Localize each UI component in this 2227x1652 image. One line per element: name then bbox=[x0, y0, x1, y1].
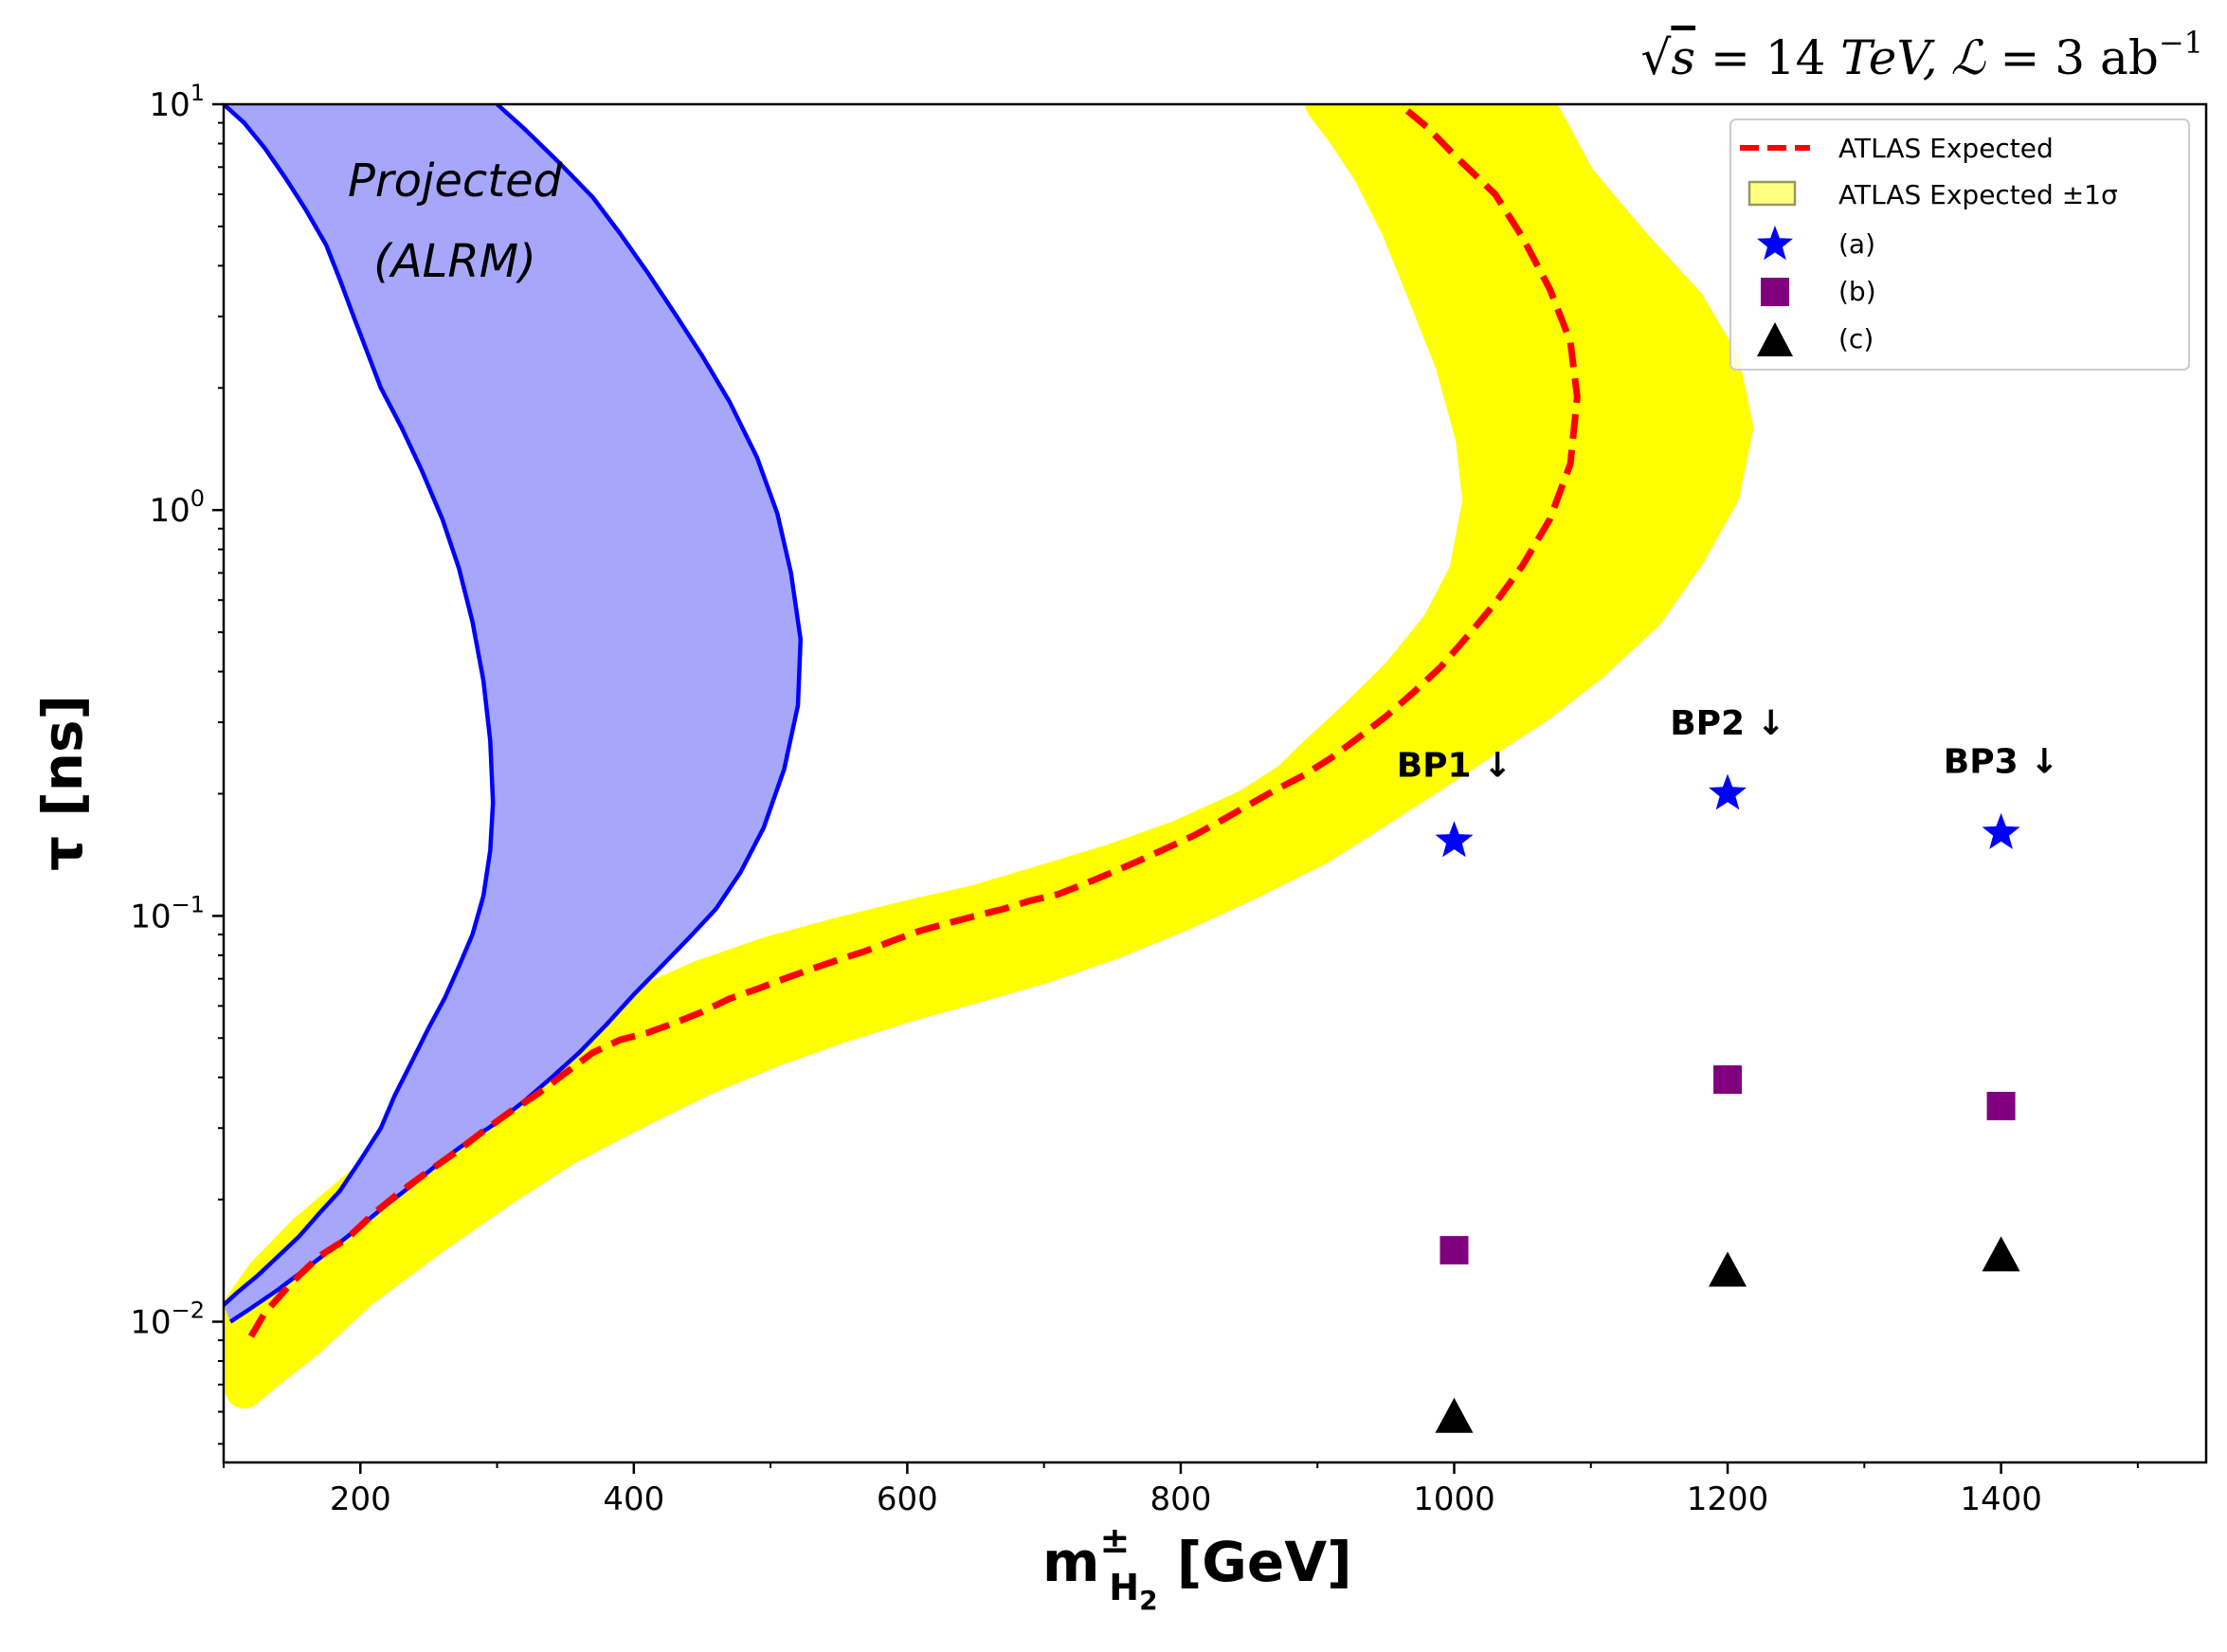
legend-frame bbox=[1729, 118, 2190, 371]
atlas-expected-1sigma-band bbox=[225, 104, 1754, 1409]
y-tick-label: 10−1 bbox=[130, 891, 205, 935]
atlas-expected-line bbox=[247, 104, 1581, 1338]
x-axis-title: m± H2 [GeV] bbox=[1042, 1519, 1352, 1616]
x-tick-label: 200 bbox=[330, 1480, 391, 1518]
legend-square-icon bbox=[1761, 278, 1789, 306]
x-tick-label: 1000 bbox=[1413, 1480, 1495, 1518]
legend-label-expected: ATLAS Expected bbox=[1838, 133, 2054, 164]
bp1-star-a bbox=[1435, 821, 1474, 858]
x-tick-label: 1400 bbox=[1960, 1480, 2042, 1518]
y-tick-label: 10−2 bbox=[130, 1298, 205, 1342]
legend-triangle-icon bbox=[1757, 322, 1793, 356]
bp3-triangle-c bbox=[1982, 1236, 2020, 1272]
bp1-square-b bbox=[1439, 1236, 1469, 1265]
bp2-square-b bbox=[1713, 1065, 1743, 1095]
x-tick-label: 400 bbox=[603, 1480, 664, 1518]
x-tick-label: 800 bbox=[1150, 1480, 1211, 1518]
bp3-label: BP3 ↓ bbox=[1944, 743, 2059, 782]
bp3-star-a bbox=[1982, 812, 2020, 849]
legend-label-a: (a) bbox=[1838, 228, 1875, 260]
y-tick-label: 101 bbox=[149, 80, 205, 124]
legend: ATLAS Expected ATLAS Expected ±1σ (a) (b… bbox=[1729, 118, 2190, 371]
bp2-triangle-c bbox=[1709, 1251, 1747, 1287]
projected-label-line2: (ALRM) bbox=[373, 235, 536, 288]
bp2-star-a bbox=[1709, 773, 1747, 810]
y-tick-label: 100 bbox=[149, 485, 205, 530]
plot-frame bbox=[222, 102, 2208, 1464]
legend-label-b: (b) bbox=[1838, 276, 1876, 307]
legend-label-c: (c) bbox=[1838, 323, 1874, 354]
projected-alrm-left-edge bbox=[224, 104, 496, 1307]
bp2-label: BP2 ↓ bbox=[1670, 704, 1785, 743]
x-tick-label: 1200 bbox=[1687, 1480, 1769, 1518]
bp3-square-b bbox=[1986, 1091, 2016, 1120]
y-axis-title: τ [ns] bbox=[30, 695, 95, 871]
projected-alrm-region bbox=[224, 104, 801, 1322]
bp1-triangle-c bbox=[1435, 1397, 1474, 1433]
chart-title: √s = 14 TeV, ℒ = 3 ab−1 bbox=[1641, 25, 2203, 85]
legend-swatch-band bbox=[1747, 180, 1797, 207]
projected-label-line1: Projected bbox=[348, 154, 563, 208]
x-tick-label: 600 bbox=[877, 1480, 938, 1518]
bp1-label: BP1 ↓ bbox=[1397, 747, 1512, 786]
legend-label-band: ATLAS Expected ±1σ bbox=[1838, 179, 2118, 210]
legend-star-icon bbox=[1757, 226, 1793, 261]
